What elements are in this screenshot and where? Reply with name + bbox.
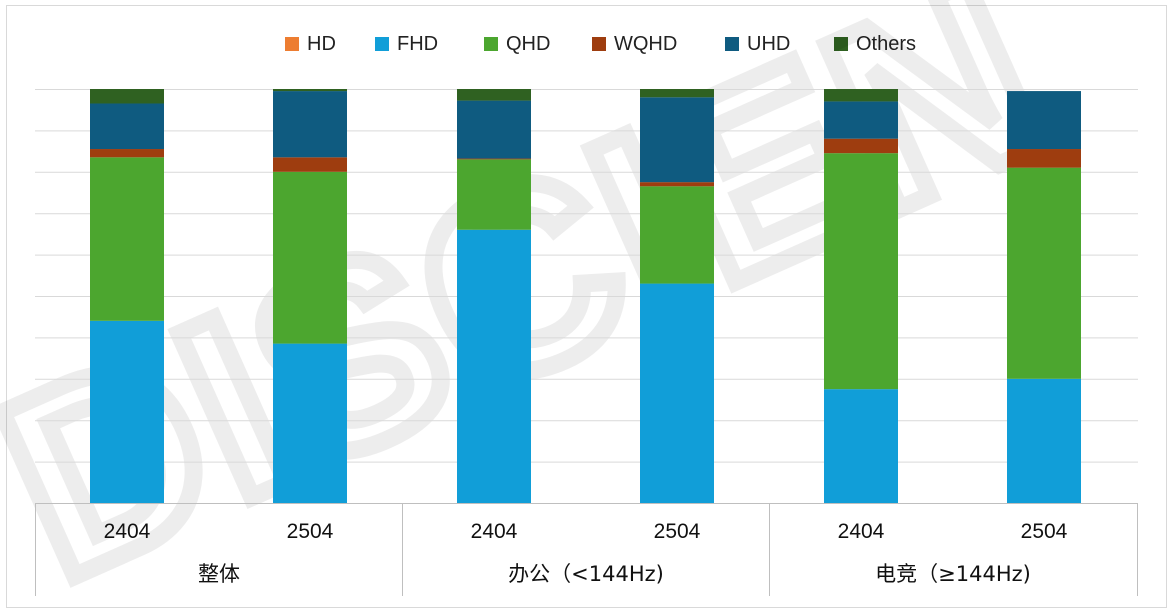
- legend-item-others: Others: [834, 30, 916, 58]
- bar-segment-qhd-1: [273, 171, 347, 344]
- x-tick-label: 2404: [471, 520, 518, 543]
- bar-segment-others-2: [457, 89, 531, 101]
- bar-segment-wqhd-2: [457, 158, 531, 160]
- bar-segment-others-1: [273, 89, 347, 92]
- legend-swatch: [592, 37, 606, 51]
- bar-segment-uhd-4: [824, 101, 898, 139]
- legend-item-qhd: QHD: [484, 30, 550, 58]
- bar-segment-fhd-2: [457, 229, 531, 503]
- legend-label: UHD: [747, 32, 791, 55]
- bar-segment-wqhd-1: [273, 157, 347, 172]
- bar-segment-uhd-1: [273, 91, 347, 158]
- legend-label: WQHD: [614, 32, 678, 55]
- bar-segment-others-3: [640, 89, 714, 98]
- bar-segment-uhd-0: [90, 103, 164, 150]
- bar-segment-fhd-5: [1007, 378, 1081, 503]
- bar-segment-wqhd-0: [90, 149, 164, 158]
- bar-segment-wqhd-3: [640, 182, 714, 187]
- x-group-label: 整体: [198, 562, 240, 586]
- legend-item-uhd: UHD: [725, 30, 790, 58]
- legend-item-fhd: FHD: [375, 30, 438, 58]
- bar-segment-others-4: [824, 89, 898, 102]
- bar-segment-qhd-5: [1007, 167, 1081, 379]
- legend-swatch: [484, 37, 498, 51]
- x-group-label: 办公（<144Hz): [508, 562, 664, 586]
- chart-frame: [6, 5, 1167, 608]
- bar-segment-uhd-2: [457, 100, 531, 159]
- bar-segment-others-0: [90, 89, 164, 104]
- bar-segment-fhd-4: [824, 389, 898, 503]
- bar-segment-qhd-3: [640, 186, 714, 284]
- legend-label: QHD: [506, 32, 551, 55]
- bar-segment-qhd-4: [824, 153, 898, 390]
- bar-segment-qhd-2: [457, 159, 531, 230]
- legend-label: HD: [307, 32, 336, 55]
- legend-swatch: [285, 37, 299, 51]
- chart-legend: HD FHD QHD WQHD UHD Others: [0, 30, 1174, 58]
- bars: [90, 89, 1081, 503]
- legend-item-wqhd: WQHD: [592, 30, 677, 58]
- bar-segment-fhd-1: [273, 343, 347, 503]
- bar-segment-wqhd-5: [1007, 149, 1081, 168]
- legend-label: FHD: [397, 32, 439, 55]
- bar-segment-fhd-3: [640, 283, 714, 503]
- x-tick-label: 2404: [838, 520, 885, 543]
- legend-swatch: [834, 37, 848, 51]
- x-axis: 2404 2504 2404 2504 2404 2504 整体 办公（<144Hz) 电竞（≥…: [35, 503, 1138, 596]
- x-tick-label: 2504: [654, 520, 701, 543]
- bar-segment-uhd-3: [640, 97, 714, 183]
- legend-swatch: [375, 37, 389, 51]
- legend-swatch: [725, 37, 739, 51]
- x-tick-label: 2504: [287, 520, 334, 543]
- legend-label: Others: [856, 32, 917, 55]
- bar-segment-fhd-0: [90, 320, 164, 503]
- bar-segment-wqhd-4: [824, 138, 898, 154]
- bar-segment-uhd-5: [1007, 91, 1081, 150]
- legend-item-hd: HD: [285, 30, 336, 58]
- bar-segment-qhd-0: [90, 157, 164, 321]
- x-tick-label: 2404: [104, 520, 151, 543]
- x-group-label: 电竞（≥144Hz): [875, 562, 1031, 586]
- x-tick-label: 2504: [1021, 520, 1068, 543]
